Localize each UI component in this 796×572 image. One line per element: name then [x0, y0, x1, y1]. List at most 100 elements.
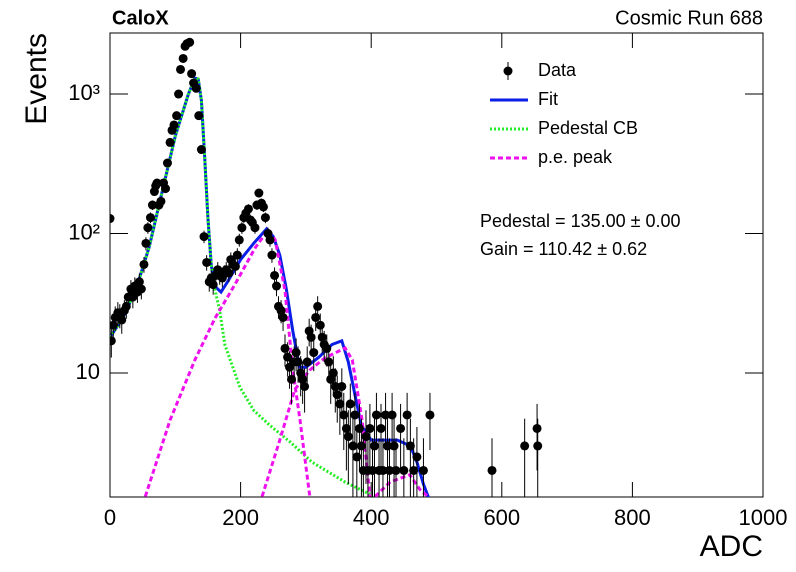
annotation: Pedestal = 135.00 ± 0.00: [480, 211, 681, 231]
data-point: [350, 410, 360, 420]
data-point: [391, 465, 401, 475]
legend-label: Pedestal CB: [538, 118, 638, 138]
y-tick-label: 10: [76, 359, 100, 384]
x-tick-label: 1000: [739, 505, 788, 530]
data-point: [280, 343, 290, 353]
chart-subtitle: Cosmic Run 688: [615, 7, 763, 29]
data-point: [313, 301, 323, 311]
x-tick-label: 400: [353, 505, 390, 530]
data-point: [162, 158, 172, 168]
data-point: [332, 390, 342, 400]
data-point: [399, 465, 409, 475]
data-point: [337, 381, 347, 391]
data-point: [352, 452, 362, 462]
legend-marker: [503, 66, 513, 76]
data-point: [110, 320, 118, 330]
data-point: [176, 64, 186, 74]
data-point: [237, 223, 247, 233]
data-point: [369, 441, 379, 451]
data-point: [354, 423, 364, 433]
y-tick-label: 10³: [68, 80, 100, 105]
data-point: [224, 268, 234, 278]
data-point: [412, 452, 422, 462]
data-point: [156, 196, 166, 206]
data-point: [532, 423, 542, 433]
data-point: [243, 204, 253, 214]
plot-frame: [109, 32, 764, 498]
data-point: [315, 320, 325, 330]
legend-label: p.e. peak: [538, 147, 613, 167]
fit-line: [110, 76, 371, 496]
data-point: [487, 465, 497, 475]
chart-title: CaloX: [112, 7, 169, 29]
data-point: [136, 284, 146, 294]
data-point: [208, 280, 218, 290]
data-point: [270, 270, 280, 280]
data-point: [387, 410, 397, 420]
data-point: [405, 441, 415, 451]
data-point: [258, 202, 268, 212]
data-point: [291, 348, 301, 358]
x-tick-label: 0: [104, 505, 116, 530]
data-point: [371, 410, 381, 420]
data-point: [143, 223, 153, 233]
data-point: [356, 441, 366, 451]
data-point: [402, 410, 412, 420]
data-point: [169, 120, 179, 130]
data-point: [302, 357, 312, 367]
data-point: [260, 213, 270, 223]
data-point: [147, 200, 157, 210]
legend-label: Data: [538, 60, 577, 80]
data-point: [202, 257, 212, 267]
data-point: [384, 465, 394, 475]
data-point: [165, 137, 175, 147]
data-point: [141, 238, 151, 248]
data-point: [409, 465, 419, 475]
data-point: [335, 399, 345, 409]
data-point: [194, 111, 204, 121]
data-point: [267, 250, 277, 260]
data-point: [178, 53, 188, 63]
data-point: [300, 381, 310, 391]
data-point: [533, 441, 543, 451]
data-point: [322, 343, 332, 353]
data-point: [311, 312, 321, 322]
data-point: [309, 348, 319, 358]
data-point: [139, 259, 149, 269]
data-point: [117, 315, 127, 325]
data-point: [172, 111, 182, 121]
x-tick-label: 600: [483, 505, 520, 530]
data-point: [265, 235, 275, 245]
data-point: [345, 399, 355, 409]
data-point: [110, 336, 116, 346]
data-point: [287, 374, 297, 384]
legend-label: Fit: [538, 89, 558, 109]
y-axis-label: Events: [20, 33, 53, 125]
data-point: [343, 432, 353, 442]
data-point: [191, 83, 201, 93]
data-point: [293, 357, 303, 367]
data-point: [250, 223, 260, 233]
data-point: [145, 213, 155, 223]
data-point: [365, 423, 375, 433]
data-point: [381, 410, 391, 420]
data-point: [396, 423, 406, 433]
data-point: [199, 232, 209, 242]
data-point: [161, 184, 171, 194]
data-point: [187, 69, 197, 79]
data-point: [341, 423, 351, 433]
data-point: [121, 301, 131, 311]
data-point: [520, 441, 530, 451]
data-point: [272, 281, 282, 291]
data-point: [361, 432, 371, 442]
data-point: [185, 37, 195, 47]
data-point: [348, 441, 358, 451]
data-point: [306, 332, 316, 342]
data-point: [389, 441, 399, 451]
x-tick-label: 800: [614, 505, 651, 530]
data-point: [110, 214, 115, 224]
x-axis-label: ADC: [700, 530, 763, 563]
fit-line: [110, 76, 430, 497]
data-point: [418, 465, 428, 475]
